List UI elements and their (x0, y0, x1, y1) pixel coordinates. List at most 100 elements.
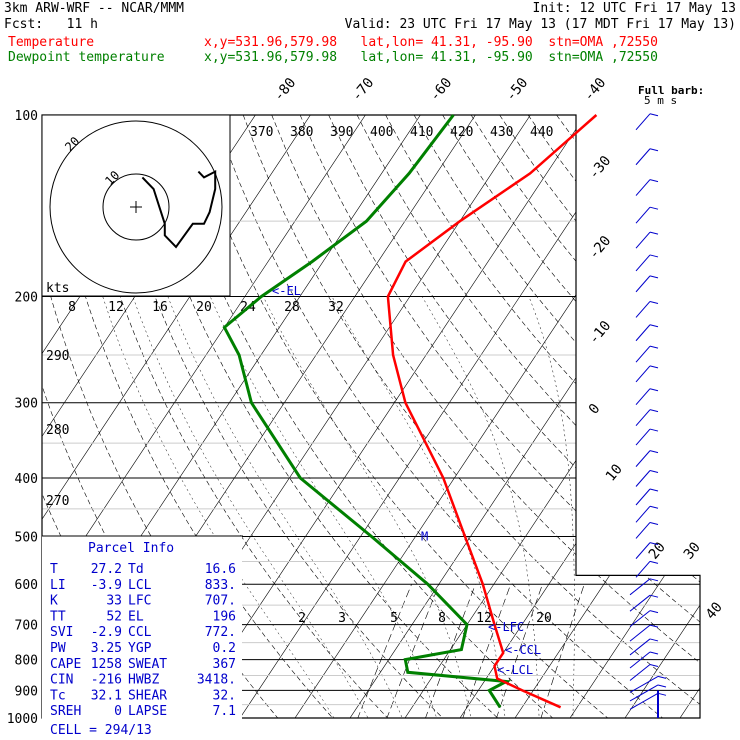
parcel-box (42, 536, 242, 720)
parcel-value: 52 (106, 609, 122, 624)
wind-barb-flag (649, 113, 659, 117)
dry-adiabat (242, 115, 700, 718)
theta-label: 410 (410, 125, 433, 140)
wind-barb (635, 488, 651, 506)
theta-label: 390 (330, 125, 353, 140)
parcel-value: 196 (213, 609, 236, 624)
isotherm-line (176, 115, 586, 718)
dewpoint-profile (222, 114, 512, 709)
parcel-value: -3.9 (91, 578, 122, 593)
isotherm-line (0, 115, 35, 731)
isotherm-line (671, 115, 700, 718)
wind-barb-flag (649, 409, 659, 413)
parcel-value: 7.1 (213, 704, 236, 719)
level-label: <-LCL (497, 663, 533, 677)
pressure-label: 200 (15, 291, 38, 306)
level-label: <-EL (272, 284, 301, 298)
wind-barb (629, 692, 659, 710)
wind-barb (635, 388, 651, 406)
parcel-key: K (50, 594, 58, 609)
parcel-key: T (50, 562, 58, 577)
wind-barb-flag (649, 428, 659, 432)
wind-barb-flag (649, 179, 659, 183)
temperature-profile (386, 114, 598, 709)
dry-adiabat (442, 115, 700, 718)
dry-adiabat (71, 115, 400, 718)
parcel-value: 3.25 (91, 641, 122, 656)
theta-label: 440 (530, 125, 553, 140)
dry-adiabat (157, 115, 567, 718)
parcel-key: PW (50, 641, 66, 656)
wind-barb-flag (649, 148, 659, 152)
isotherm-label: 0 (586, 401, 604, 418)
hodograph-trace (141, 169, 217, 249)
dry-adiabat (299, 115, 700, 718)
parcel-key: EL (128, 609, 144, 624)
dry-adiabat (356, 115, 700, 718)
wind-barb-flag (649, 275, 659, 279)
wind-barb-flag (649, 206, 659, 210)
pressure-label: 1000 (7, 712, 38, 727)
mixing-ratio-line (458, 584, 511, 718)
isotherm-label: -20 (586, 233, 615, 263)
hodograph-speed-tick: 8 (68, 300, 76, 315)
parcel-value: -216 (91, 673, 122, 688)
isotherm-label: -80 (271, 75, 300, 105)
parcel-key: HWBZ (128, 673, 159, 688)
pressure-label: 600 (15, 578, 38, 593)
mixing-ratio-label: 3 (338, 611, 346, 626)
pressure-label: 800 (15, 654, 38, 669)
isotherm-label: -10 (586, 318, 615, 348)
wind-barb (635, 113, 651, 131)
parcel-value: 27.2 (91, 562, 122, 577)
isotherm-line (451, 115, 700, 718)
wind-barb-flag (649, 231, 659, 235)
mixing-ratio-label: 12 (476, 611, 492, 626)
wind-barb (629, 624, 651, 642)
moist-adiabat (132, 296, 375, 718)
parcel-key: LAPSE (128, 704, 167, 719)
parcel-value: -2.9 (91, 625, 122, 640)
wind-barb-flag (649, 488, 659, 492)
wind-barb (629, 638, 651, 656)
wind-barb (629, 610, 651, 627)
parcel-value: 3418. (197, 673, 236, 688)
hodograph-unit: kts (46, 281, 69, 296)
hodograph-ring (102, 173, 170, 241)
wind-barb-flag (657, 675, 667, 679)
parcel-key: CIN (50, 673, 73, 688)
mixing-ratio-line (492, 584, 543, 718)
dry-adiabat (385, 115, 700, 718)
theta-label: 270 (46, 494, 69, 509)
parcel-key: CCL (128, 625, 152, 640)
moist-adiabat (262, 296, 474, 718)
isotherm-label: 10 (603, 461, 626, 484)
wind-barb (635, 505, 651, 523)
moist-adiabat (167, 296, 408, 718)
wind-barb (629, 651, 651, 669)
init-time: Init: 12 UTC Fri 17 May 13 (532, 1, 737, 16)
wind-barb (635, 345, 651, 363)
parcel-value: 772. (205, 625, 236, 640)
hodograph-speed-tick: 12 (108, 300, 124, 315)
dry-adiabat (271, 115, 700, 718)
dry-adiabat (499, 115, 700, 718)
pressure-label: 100 (15, 109, 38, 124)
parcel-cell: CELL = 294/13 (50, 723, 152, 738)
wind-barb (629, 684, 659, 702)
theta-label: 430 (490, 125, 513, 140)
wind-barb-flag (649, 345, 659, 349)
level-label: <-LFC (488, 620, 524, 634)
moist-adiabat (102, 296, 342, 718)
model-title: 3km ARW-WRF -- NCAR/MMM (4, 1, 185, 16)
dewpoint-legend: Dewpoint temperature (8, 50, 165, 65)
isotherm-label: -50 (503, 75, 532, 105)
wind-barb-flag (649, 542, 659, 546)
wind-barbs: Full barb:5 m s (629, 84, 704, 718)
wind-barb (629, 664, 651, 681)
dry-adiabat (214, 115, 678, 718)
isotherm-line (506, 115, 700, 718)
wind-barb (635, 231, 651, 249)
theta-label: 290 (46, 349, 69, 364)
wind-barb-flag (649, 624, 659, 628)
